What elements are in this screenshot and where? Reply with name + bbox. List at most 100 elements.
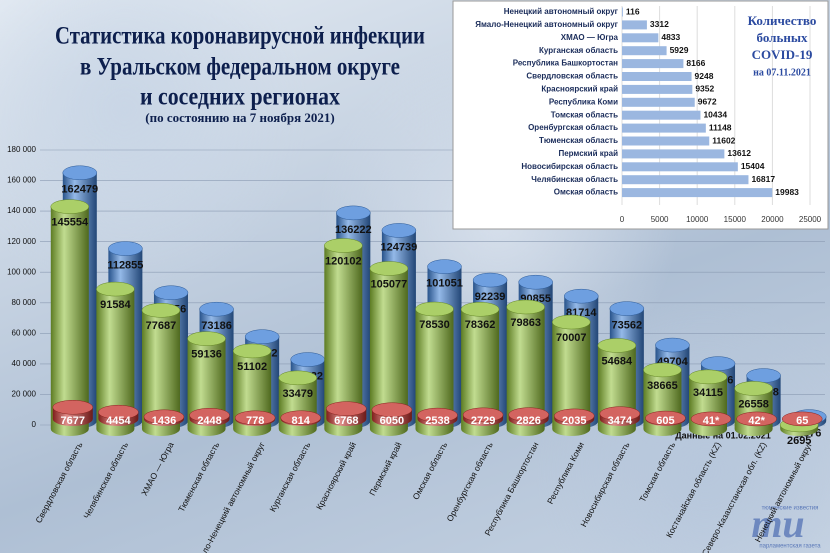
cylinder-cap: [153, 285, 189, 300]
value-label: 73562: [612, 320, 643, 332]
value-label: 92239: [475, 291, 506, 303]
y-tick-label: 40 000: [12, 359, 37, 368]
value-label: 77687: [146, 320, 177, 332]
cylinder: [506, 306, 545, 436]
cylinder-cap: [427, 259, 462, 274]
cylinder-cap: [417, 407, 458, 423]
value-label: 3312: [650, 19, 669, 29]
value-label: 34115: [693, 387, 723, 399]
value-label: 778: [246, 415, 264, 427]
y-tick-label: 160 000: [7, 176, 36, 185]
cylinder-cap: [609, 301, 645, 316]
cylinder-cap: [508, 407, 549, 422]
cylinder-cap: [643, 362, 682, 378]
inset-title-line: Количество: [748, 13, 817, 28]
y-tick-label: Омская область: [554, 188, 618, 197]
x-tick-label: Свердловская область: [33, 440, 84, 525]
value-label: 13612: [727, 148, 751, 158]
x-tick-label: Оренбургская область: [444, 440, 495, 523]
cylinder-cap: [143, 409, 185, 425]
value-label: 101051: [426, 278, 463, 290]
cylinder: [96, 289, 135, 437]
bar: [622, 175, 749, 185]
y-tick-label: 20 000: [12, 390, 37, 399]
value-label: 3474: [608, 415, 633, 427]
cylinder: [415, 309, 454, 437]
y-tick-label: Курганская область: [539, 46, 618, 55]
value-label: 2035: [562, 415, 586, 427]
x-tick-label: Тюменская область: [176, 440, 222, 514]
value-label: 70007: [556, 332, 587, 344]
value-label: 73186: [201, 320, 232, 332]
value-label: 120102: [325, 255, 362, 267]
cylinder-cap: [700, 356, 736, 371]
y-tick-label: ХМАО — Югра: [561, 33, 619, 42]
y-tick-label: Свердловская область: [526, 72, 618, 81]
bar: [622, 72, 692, 81]
x-tick-label: Пермский край: [367, 440, 404, 497]
x-tick-label: Челябинская область: [81, 440, 130, 521]
value-label: 2538: [425, 415, 449, 427]
cylinder-cap: [98, 404, 139, 420]
value-label: 145554: [51, 217, 89, 229]
cylinder-cap: [371, 402, 413, 418]
cylinder: [369, 268, 408, 437]
watermark-logo: mu: [751, 501, 804, 546]
value-label: 38665: [647, 380, 678, 392]
title-line: в Уральском федеральном округе: [80, 54, 400, 81]
y-tick-label: Красноярский край: [541, 85, 618, 94]
value-label: 5929: [670, 45, 689, 55]
x-tick-label: 5000: [651, 215, 669, 224]
cylinder-cap: [655, 337, 690, 353]
y-tick-label: 80 000: [12, 298, 37, 307]
cylinder-cap: [645, 410, 686, 426]
y-tick-label: Ямало-Ненецкий автономный округ: [475, 20, 618, 29]
cylinder-cap: [381, 223, 417, 238]
bar: [622, 97, 695, 107]
cylinder-cap: [50, 199, 90, 214]
value-label: 41*: [703, 415, 720, 427]
y-tick-label: Новосибирская область: [521, 162, 618, 171]
watermark-text: тюменские известия: [762, 506, 819, 512]
value-label: 8166: [686, 58, 705, 68]
cylinder-cap: [62, 165, 98, 181]
bar: [622, 110, 701, 120]
cylinder-cap: [326, 401, 367, 416]
value-label: 51102: [237, 361, 267, 373]
value-label: 79863: [510, 317, 541, 329]
value-label: 9248: [695, 71, 714, 81]
value-label: 1436: [152, 415, 176, 427]
title-line: Статистика коронавирусной инфекции: [55, 23, 425, 50]
bar: [622, 149, 725, 159]
y-tick-label: Пермский край: [558, 149, 618, 158]
y-tick-label: 140 000: [7, 206, 36, 215]
value-label: 105077: [371, 278, 408, 290]
inset-title-line: на 07.11.2021: [753, 67, 811, 78]
inset-title-line: COVID-19: [752, 47, 813, 62]
value-label: 7677: [61, 415, 85, 427]
bar: [622, 123, 706, 133]
value-label: 112855: [107, 259, 143, 271]
x-tick-label: 25000: [799, 215, 822, 224]
cylinder-cap: [234, 410, 276, 426]
cylinder-cap: [244, 329, 280, 344]
value-label: 4454: [106, 415, 131, 427]
cylinder-cap: [688, 369, 728, 385]
value-label: 116: [626, 6, 640, 16]
value-label: 6768: [334, 415, 358, 427]
value-label: 814: [292, 415, 311, 427]
value-label: 15404: [741, 161, 765, 171]
cylinder-cap: [472, 272, 508, 288]
y-tick-label: 0: [32, 420, 37, 429]
value-label: 91584: [100, 299, 131, 311]
footnote: * Данные на 01.02.2021: [669, 430, 770, 440]
cylinder-cap: [141, 303, 181, 318]
cylinder: [552, 322, 591, 437]
x-tick-label: ХМАО — Югра: [139, 440, 176, 497]
value-label: 4833: [661, 32, 680, 42]
cylinder: [278, 377, 317, 437]
cylinder-cap: [462, 407, 504, 423]
